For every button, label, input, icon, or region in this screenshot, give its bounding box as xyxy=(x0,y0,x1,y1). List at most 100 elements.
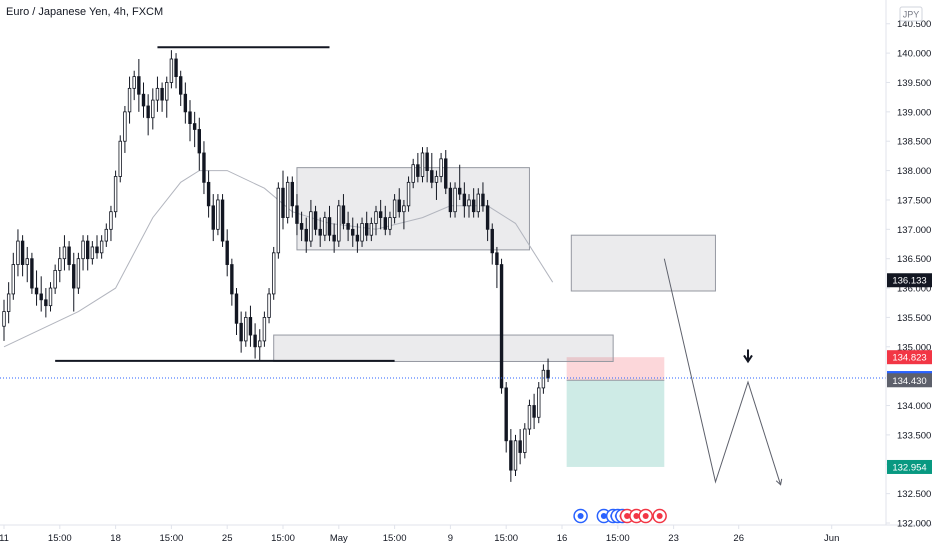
candle-body-down xyxy=(192,123,197,130)
y-tick-label: 136.500 xyxy=(897,254,931,265)
candle-body-up xyxy=(76,258,81,289)
candle xyxy=(309,199,313,247)
candle xyxy=(262,311,267,347)
candle xyxy=(346,211,350,242)
candle xyxy=(323,211,327,242)
candle-body-up xyxy=(402,205,406,213)
y-tick-label: 138.000 xyxy=(897,166,931,177)
price-tag[interactable]: 136.133 xyxy=(887,273,932,288)
candle-body-up xyxy=(109,211,113,230)
candle-body-up xyxy=(285,181,290,218)
candle-body-up xyxy=(439,158,443,177)
candle-body-down xyxy=(444,158,448,189)
candle xyxy=(355,223,360,253)
dividend-event-icon[interactable] xyxy=(638,508,653,524)
candle xyxy=(369,217,374,242)
candle xyxy=(318,217,322,247)
candle xyxy=(374,205,378,236)
candle-body-up xyxy=(2,311,6,327)
y-tick-label: 140.500 xyxy=(897,19,931,30)
event-icon-dot xyxy=(624,513,631,519)
candle-body-up xyxy=(169,58,174,83)
candle xyxy=(72,252,76,312)
candle xyxy=(299,211,304,242)
y-tick-label: 140.000 xyxy=(897,49,931,60)
candle xyxy=(411,158,415,189)
candle xyxy=(327,205,332,242)
candle xyxy=(192,111,197,148)
candle xyxy=(364,211,369,242)
x-tick-label: 11 xyxy=(0,533,9,544)
candle-body-down xyxy=(234,293,239,324)
event-icon-dot xyxy=(656,513,663,519)
economic-event-icon[interactable] xyxy=(573,508,588,524)
zone-box[interactable] xyxy=(570,234,716,292)
zone-box[interactable] xyxy=(273,334,614,362)
candle-body-down xyxy=(416,164,420,177)
candle-body-up xyxy=(453,187,457,213)
candle-body-down xyxy=(253,334,257,348)
candle xyxy=(341,194,346,230)
candle-body-up xyxy=(48,287,53,307)
candle xyxy=(537,382,541,424)
candle-body-up xyxy=(165,82,169,101)
candle-body-up xyxy=(276,187,281,254)
candle-body-down xyxy=(34,287,39,295)
x-tick-label: 23 xyxy=(668,533,679,544)
candle-body-up xyxy=(467,199,471,207)
y-tick-label: 135.000 xyxy=(897,342,931,353)
candle-body-up xyxy=(541,369,546,389)
x-tick-label: 25 xyxy=(222,533,233,544)
candle xyxy=(81,235,85,271)
candle xyxy=(99,235,104,259)
candle xyxy=(2,299,6,341)
take-profit-zone[interactable] xyxy=(566,380,665,467)
candle-body-up xyxy=(123,111,127,142)
candle xyxy=(25,246,29,283)
y-tick-label: 138.500 xyxy=(897,137,931,148)
candle-body-down xyxy=(299,223,304,230)
candle xyxy=(420,147,425,183)
price-tag[interactable]: 134.823 xyxy=(887,350,932,365)
candle xyxy=(337,199,341,247)
price-tag[interactable]: 134.430 xyxy=(887,373,932,388)
candle-body-down xyxy=(230,264,234,295)
candle xyxy=(197,117,201,171)
projection-path[interactable] xyxy=(663,258,782,485)
candle xyxy=(541,364,546,394)
y-tick-label: 134.000 xyxy=(897,401,931,412)
candle-body-up xyxy=(523,428,527,453)
candle xyxy=(225,229,229,277)
candle xyxy=(230,258,234,306)
x-tick-label: Jun xyxy=(824,533,839,544)
candle-body-down xyxy=(295,205,299,224)
candle xyxy=(53,264,57,294)
candle xyxy=(183,82,188,124)
candle xyxy=(127,76,132,124)
candle xyxy=(532,393,536,430)
candle xyxy=(388,211,392,236)
price-tag-bg xyxy=(887,459,932,474)
candle-body-up xyxy=(127,87,132,113)
stop-loss-zone[interactable] xyxy=(566,357,665,381)
currency-badge[interactable]: JPY xyxy=(899,6,923,22)
price-tag-bg xyxy=(887,350,932,365)
candle-body-up xyxy=(360,223,364,242)
candle-body-up xyxy=(537,387,541,418)
y-tick-label: 132.500 xyxy=(897,489,931,500)
candle-body-down xyxy=(425,152,429,171)
candle xyxy=(16,229,20,277)
x-tick-label: 15:00 xyxy=(383,533,407,544)
candle xyxy=(402,199,406,230)
candle xyxy=(351,217,355,247)
candle xyxy=(527,399,532,435)
dividend-event-icon[interactable] xyxy=(652,508,667,524)
price-tag-bg xyxy=(887,273,932,288)
candle-body-up xyxy=(104,228,108,242)
arrow-down-icon[interactable] xyxy=(743,349,753,364)
candle xyxy=(476,188,480,218)
price-tag[interactable]: 132.954 xyxy=(887,459,932,474)
candle-body-down xyxy=(341,205,346,224)
